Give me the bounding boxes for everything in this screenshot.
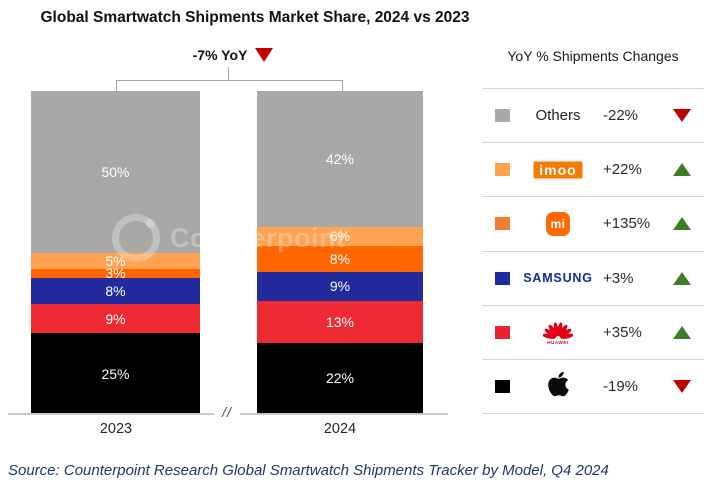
total-yoy-annotation: -7% YoY (120, 47, 346, 63)
yoy-change-value: +3% (603, 269, 634, 287)
legend-row-apple: -19% (482, 360, 704, 415)
legend-logo-cell: HUAWEI (513, 320, 603, 345)
bar-segment-value: 13% (325, 313, 355, 330)
bar-segment-huawei: 9% (31, 304, 200, 334)
bar-segment-others: 42% (257, 91, 423, 227)
source-note: Source: Counterpoint Research Global Sma… (8, 462, 609, 479)
total-yoy-label: -7% YoY (192, 47, 248, 63)
bar-segment-apple: 25% (31, 333, 200, 414)
legend-row-xiaomi: mi +135% (482, 197, 704, 252)
legend-logo-cell (513, 370, 603, 403)
bar-segment-apple: 22% (257, 342, 423, 414)
huawei-logo: HUAWEI (543, 320, 573, 345)
yoy-change-value: +135% (603, 215, 651, 233)
up-triangle-icon (673, 163, 691, 177)
legend-logo-cell: Others (513, 107, 603, 124)
bar-segment-value: 6% (329, 228, 351, 245)
legend-logo-cell: imoo (513, 159, 603, 180)
x-axis-label-2024: 2024 (323, 421, 357, 437)
yoy-change-value: +22% (603, 161, 642, 179)
bracket-line (116, 80, 343, 92)
legend-panel: Others -22% imoo +22% mi +135% SAMSUNG +3% HUAWE… (482, 88, 704, 415)
bar-segment-value: 9% (105, 310, 126, 327)
legend-row-imoo: imoo +22% (482, 143, 704, 198)
bar-segment-value: 50% (101, 163, 130, 180)
bar-segment-huawei: 13% (257, 300, 423, 343)
legend-logo-cell: SAMSUNG (513, 271, 603, 285)
legend-swatch-others (495, 109, 510, 123)
bar-segment-value: 5% (105, 252, 126, 269)
up-triangle-icon (673, 325, 691, 339)
legend-title: YoY % Shipments Changes (507, 48, 679, 64)
legend-swatch-imoo (495, 163, 510, 177)
down-triangle-icon (673, 380, 691, 394)
huawei-wordmark: HUAWEI (547, 339, 569, 345)
bar-segment-value: 42% (325, 150, 355, 167)
yoy-change-value: -22% (603, 107, 639, 125)
bar-segment-value: 3% (105, 265, 126, 282)
legend-row-huawei: HUAWEI +35% (482, 306, 704, 360)
axis-break-symbol: // (222, 404, 232, 420)
bar-segment-value: 22% (325, 370, 355, 387)
up-triangle-icon (673, 217, 691, 231)
bar-segment-value: 9% (329, 278, 351, 295)
down-triangle-icon (255, 48, 274, 62)
bar-segment-imoo: 6% (257, 226, 423, 247)
bar-segment-value: 8% (105, 283, 126, 300)
apple-logo-icon (547, 370, 570, 403)
legend-swatch-samsung (495, 271, 510, 285)
bar-segment-samsung: 8% (31, 278, 200, 305)
legend-swatch-xiaomi (495, 217, 510, 231)
huawei-petals-icon (543, 322, 573, 339)
stacked-bar-2024: 42% 6% 8% 9% 13% 22% (257, 91, 423, 414)
imoo-logo: imoo (532, 159, 584, 180)
bar-segment-value: 8% (329, 250, 351, 267)
up-triangle-icon (673, 271, 691, 285)
bracket-stub-line (228, 67, 229, 80)
bar-segment-others: 50% (31, 91, 200, 253)
bar-segment-imoo: 5% (31, 252, 200, 269)
bar-segment-value: 25% (101, 365, 130, 382)
others-label: Others (535, 107, 581, 125)
yoy-change-value: -19% (603, 378, 639, 396)
bar-segment-xiaomi: 3% (31, 265, 200, 282)
bar-segment-xiaomi: 8% (257, 246, 423, 272)
x-axis-left-segment (8, 413, 214, 415)
xiaomi-logo: mi (546, 211, 570, 236)
x-axis-right-segment (240, 413, 448, 415)
bar-segment-samsung: 9% (257, 271, 423, 301)
chart-title: Global Smartwatch Shipments Market Share… (40, 9, 470, 26)
samsung-logo: SAMSUNG (523, 271, 593, 286)
stacked-bar-2023: 50% 5% 3% 8% 9% 25% (31, 91, 200, 414)
legend-swatch-huawei (495, 325, 510, 339)
x-axis-label-2023: 2023 (99, 421, 133, 437)
legend-swatch-apple (495, 380, 510, 394)
down-triangle-icon (673, 109, 691, 123)
legend-row-others: Others -22% (482, 89, 704, 144)
yoy-change-value: +35% (603, 323, 642, 341)
legend-row-samsung: SAMSUNG +3% (482, 252, 704, 306)
legend-logo-cell: mi (513, 211, 603, 236)
